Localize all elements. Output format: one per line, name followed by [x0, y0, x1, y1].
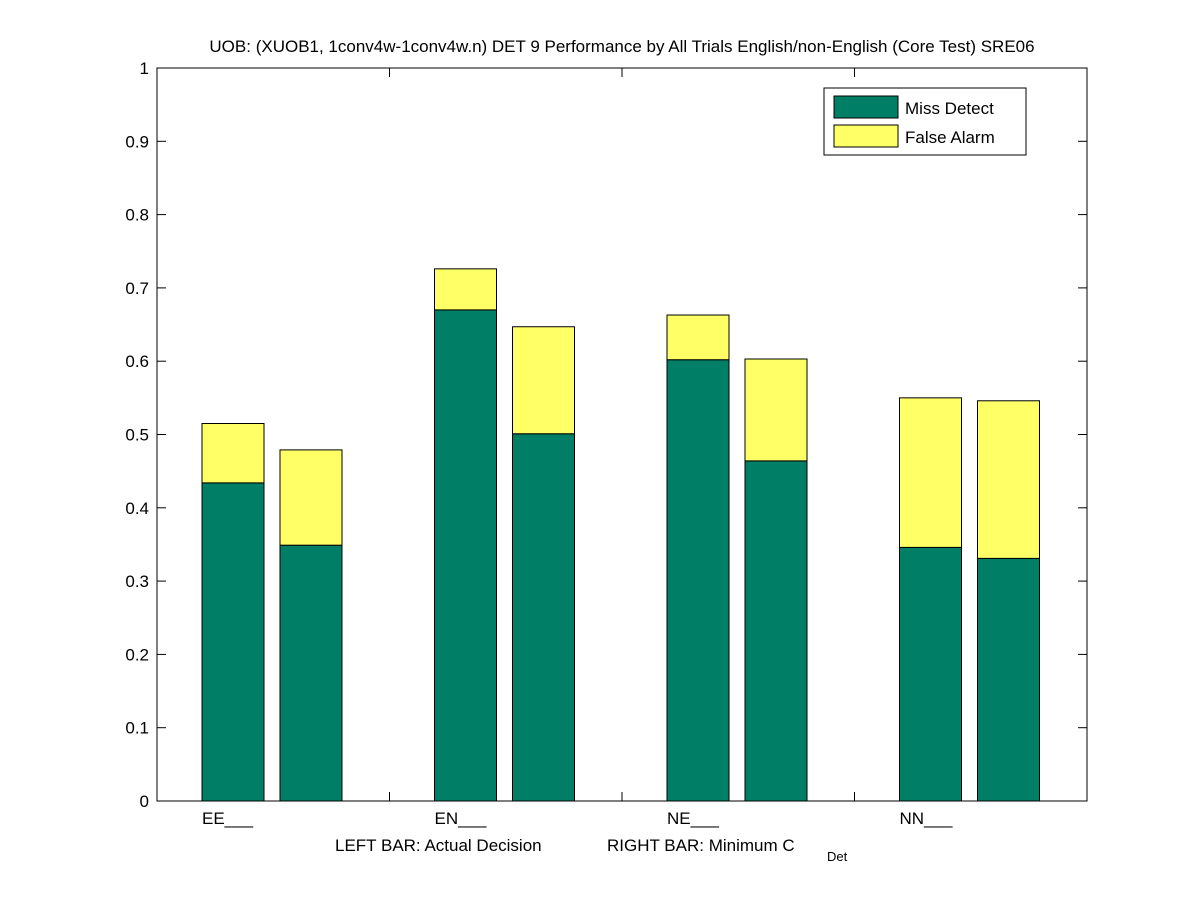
bar-nn-minimum-false-alarm	[977, 400, 1040, 559]
y-tick-label: 0.1	[125, 719, 149, 738]
y-tick-label: 0	[140, 792, 149, 811]
y-tick-label: 1	[140, 59, 149, 78]
y-tick-label: 0.7	[125, 279, 149, 298]
x-axis-label: LEFT BAR: Actual Decision RIGHT BAR: Min…	[335, 836, 848, 864]
y-tick-label: 0.8	[125, 206, 149, 225]
legend-swatch-miss-detect	[833, 95, 899, 119]
bar-ne-minimum-miss-detect	[744, 460, 808, 802]
bars-group	[201, 268, 1040, 802]
x-category-label: NE___	[667, 809, 720, 828]
bar-ee-minimum-miss-detect	[279, 544, 343, 802]
x-category-label: EN___	[435, 809, 488, 828]
bar-nn-actual-miss-detect	[899, 546, 962, 802]
y-tick-label: 0.4	[125, 499, 149, 518]
bar-ee-minimum-false-alarm	[279, 449, 343, 546]
ticks-group: 0 0.1 0.2 0.3 0.4 0.5 0.6 0.7 0.8 0.9 1 EE___ EN___ N…	[125, 59, 1087, 828]
bar-ee-actual-miss-detect	[201, 482, 265, 802]
bar-nn-actual-false-alarm	[899, 397, 962, 548]
y-tick-label: 0.9	[125, 132, 149, 151]
x-category-label: NN___	[900, 809, 953, 828]
y-tick-label: 0.6	[125, 352, 149, 371]
bar-nn-minimum-miss-detect	[977, 557, 1040, 802]
bar-en-actual-false-alarm	[434, 268, 497, 311]
bar-ne-minimum-false-alarm	[744, 358, 808, 462]
x-label-right-subscript: Det	[827, 849, 848, 864]
bar-en-minimum-false-alarm	[512, 326, 575, 435]
x-label-right: RIGHT BAR: Minimum C	[607, 836, 795, 855]
chart-title: UOB: (XUOB1, 1conv4w-1conv4w.n) DET 9 Pe…	[209, 37, 1034, 56]
y-tick-label: 0.2	[125, 645, 149, 664]
x-category-label: EE___	[202, 809, 254, 828]
y-tick-label: 0.3	[125, 572, 149, 591]
bar-ne-actual-false-alarm	[666, 314, 730, 361]
legend: Miss Detect False Alarm	[823, 87, 1027, 156]
axes-frame	[156, 67, 1088, 802]
x-label-left: LEFT BAR: Actual Decision	[335, 836, 542, 855]
plot-area: 0 0.1 0.2 0.3 0.4 0.5 0.6 0.7 0.8 0.9 1 EE___ EN___ N…	[125, 59, 1088, 828]
y-tick-label: 0.5	[125, 426, 149, 445]
legend-label-miss-detect: Miss Detect	[905, 99, 994, 118]
bar-en-actual-miss-detect	[434, 309, 497, 802]
legend-swatch-false-alarm	[833, 124, 899, 148]
bar-ee-actual-false-alarm	[201, 423, 265, 484]
bar-en-minimum-miss-detect	[512, 433, 575, 802]
legend-label-false-alarm: False Alarm	[905, 128, 995, 147]
bar-ne-actual-miss-detect	[666, 359, 730, 802]
